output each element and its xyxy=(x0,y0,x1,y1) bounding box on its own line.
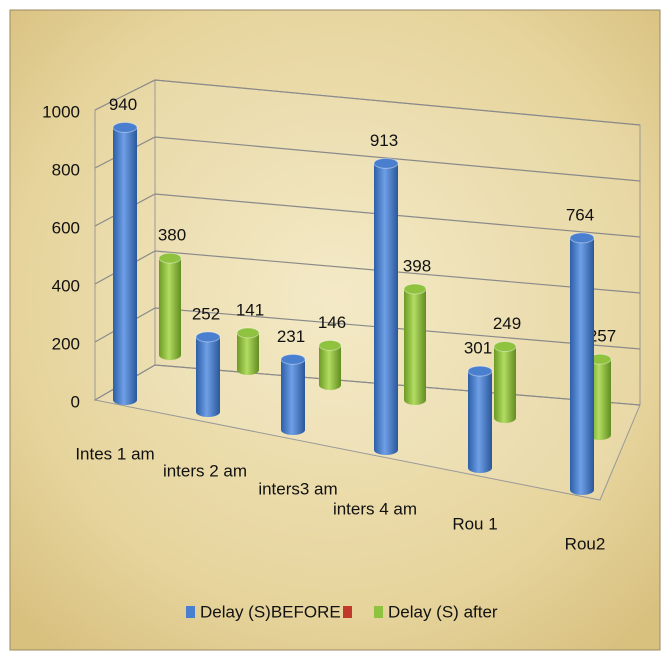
data-label: 231 xyxy=(277,327,305,346)
legend-label: Delay (S) after xyxy=(388,602,498,621)
x-tick-label: inters 4 am xyxy=(333,499,417,518)
data-label: 764 xyxy=(566,205,594,224)
data-label: 141 xyxy=(236,300,264,319)
bar-top xyxy=(195,331,221,343)
legend-swatch xyxy=(343,606,352,618)
bar-top xyxy=(569,232,595,244)
bar xyxy=(196,336,220,412)
data-label: 913 xyxy=(370,131,398,150)
bar-top xyxy=(112,121,138,133)
bar-top xyxy=(403,283,427,295)
data-label: 249 xyxy=(493,314,521,333)
bar xyxy=(589,359,611,435)
bar xyxy=(319,345,341,385)
bar-top xyxy=(280,353,306,365)
bar-top xyxy=(467,365,493,377)
bar xyxy=(494,346,516,418)
y-tick-label: 800 xyxy=(52,160,80,179)
data-label: 380 xyxy=(158,226,186,245)
bar xyxy=(237,332,259,370)
bar-group xyxy=(493,341,517,423)
bar xyxy=(404,288,426,400)
y-tick-label: 1000 xyxy=(42,102,80,121)
plot-area: 0 200 400 600 800 1000 Intes 1 am inters 2 am in… xyxy=(42,79,641,553)
bar-top xyxy=(493,341,517,353)
bar-group xyxy=(236,327,260,375)
bar xyxy=(113,127,137,401)
y-tick-label: 400 xyxy=(52,276,80,295)
legend-swatch xyxy=(374,606,383,618)
bar-top xyxy=(236,327,260,339)
data-label: 146 xyxy=(318,313,346,332)
bar-group xyxy=(569,232,595,495)
bar-top xyxy=(158,252,182,264)
bar-group xyxy=(280,353,306,435)
bar-top xyxy=(373,157,399,169)
bar xyxy=(374,163,398,450)
x-tick-label: Intes 1 am xyxy=(75,444,154,463)
y-tick-label: 0 xyxy=(71,392,80,411)
bar-group xyxy=(318,339,342,390)
bar-group xyxy=(467,365,493,473)
data-label: 301 xyxy=(464,339,492,358)
y-tick-label: 600 xyxy=(52,218,80,237)
legend-swatch xyxy=(186,606,195,618)
bar-group xyxy=(195,331,221,417)
legend-label: Delay (S)BEFORE xyxy=(200,602,341,621)
grid-line xyxy=(94,79,641,126)
bar-group xyxy=(158,252,182,360)
x-tick-label: Rou2 xyxy=(565,534,606,553)
x-tick-label: inters 2 am xyxy=(163,461,247,480)
bar xyxy=(281,359,305,430)
bar-group xyxy=(112,121,138,405)
bar-group xyxy=(373,157,399,455)
x-tick-label: Rou 1 xyxy=(452,514,497,533)
y-tick-label: 200 xyxy=(52,334,80,353)
bar xyxy=(468,371,492,468)
data-label: 252 xyxy=(192,304,220,323)
bar-group xyxy=(403,283,427,405)
bar-group xyxy=(588,353,612,440)
x-tick-label: inters3 am xyxy=(258,479,337,498)
data-label: 398 xyxy=(403,256,431,275)
bar xyxy=(159,258,181,355)
bar xyxy=(570,237,594,490)
bar-top xyxy=(318,339,342,351)
data-label: 257 xyxy=(588,327,616,346)
data-label: 940 xyxy=(109,95,137,114)
